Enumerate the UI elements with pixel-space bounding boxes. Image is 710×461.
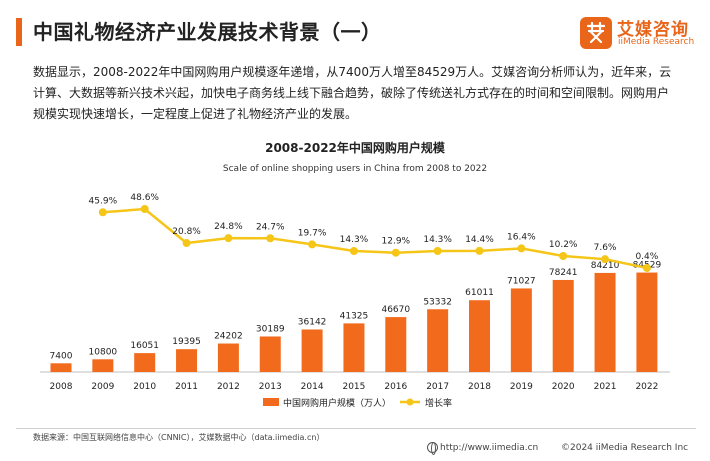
- bar-value-label-2021: 84210: [591, 261, 620, 271]
- growth-rate-point-2013: [266, 234, 275, 243]
- bar-value-label-2008: 7400: [50, 351, 73, 361]
- bar-2019: [510, 288, 532, 372]
- growth-rate-point-2022: [642, 264, 651, 272]
- x-tick-label-2015: 2015: [342, 382, 365, 392]
- growth-rate-label-2015: 14.3%: [340, 235, 369, 245]
- bar-2021: [594, 272, 616, 372]
- bar-value-label-2017: 53332: [423, 297, 452, 307]
- copyright: ©2024 iiMedia Research Inc: [561, 443, 689, 453]
- growth-rate-label-2016: 12.9%: [382, 237, 411, 247]
- growth-rate-point-2015: [349, 246, 358, 255]
- legend-marker-rate: [406, 398, 414, 406]
- bar-2022: [636, 272, 658, 372]
- growth-rate-point-2012: [224, 234, 233, 243]
- bar-value-label-2018: 61011: [465, 288, 494, 298]
- page-title: 中国礼物经济产业发展技术背景（一）: [33, 20, 382, 44]
- x-tick-label-2011: 2011: [175, 382, 198, 392]
- bar-2020: [552, 279, 574, 372]
- legend-label-users: 中国网购用户规模（万人）: [283, 397, 391, 409]
- bar-value-label-2019: 71027: [507, 276, 536, 286]
- logo-text-cn: 艾媒咨询: [617, 20, 689, 40]
- iimedia-logo: 艾媒咨询 iiMedia Research: [580, 15, 700, 55]
- bar-value-label-2010: 16051: [130, 341, 159, 351]
- growth-rate-point-2019: [517, 244, 526, 253]
- logo-mark-icon: [580, 17, 612, 49]
- growth-rate-label-2009: 45.9%: [89, 196, 118, 206]
- growth-rate-point-2014: [308, 240, 317, 249]
- bar-2017: [427, 309, 449, 372]
- growth-rate-label-2011: 20.8%: [172, 227, 201, 237]
- x-tick-label-2014: 2014: [301, 382, 324, 392]
- growth-rate-point-2021: [601, 255, 610, 264]
- website-link[interactable]: http://www.iimedia.cn: [440, 443, 539, 453]
- growth-rate-point-2010: [140, 205, 149, 213]
- globe-icon: [427, 442, 438, 455]
- bar-value-label-2020: 78241: [549, 268, 578, 278]
- x-tick-label-2020: 2020: [552, 382, 575, 392]
- x-tick-label-2012: 2012: [217, 382, 240, 392]
- x-tick-label-2019: 2019: [510, 382, 533, 392]
- bar-value-label-2012: 24202: [214, 332, 243, 342]
- growth-rate-label-2013: 24.7%: [256, 222, 285, 232]
- bar-2015: [343, 323, 365, 372]
- growth-rate-point-2020: [559, 252, 568, 261]
- bar-2011: [176, 349, 198, 372]
- bar-2014: [301, 329, 323, 372]
- x-tick-label-2017: 2017: [426, 382, 449, 392]
- bar-value-label-2016: 46670: [381, 305, 410, 315]
- growth-rate-label-2017: 14.3%: [423, 235, 452, 245]
- growth-rate-point-2009: [98, 208, 107, 217]
- data-source: 数据来源：中国互联网络信息中心（CNNIC），艾媒数据中心（data.iimed…: [33, 433, 325, 442]
- bar-value-label-2015: 41325: [340, 311, 369, 321]
- chart-subtitle: Scale of online shopping users in China …: [223, 164, 487, 174]
- bar-value-label-2011: 19395: [172, 337, 201, 347]
- x-tick-label-2009: 2009: [91, 382, 114, 392]
- bar-value-label-2014: 36142: [298, 317, 327, 327]
- bar-2018: [469, 300, 490, 372]
- legend-swatch-users: [263, 398, 279, 406]
- x-tick-label-2018: 2018: [468, 382, 491, 392]
- bar-2013: [259, 336, 281, 372]
- x-tick-label-2021: 2021: [594, 382, 617, 392]
- x-tick-label-2010: 2010: [133, 382, 156, 392]
- legend-label-rate: 增长率: [425, 397, 452, 409]
- x-tick-label-2016: 2016: [384, 382, 407, 392]
- growth-rate-point-2017: [433, 246, 442, 255]
- bar-2016: [385, 317, 407, 372]
- growth-rate-label-2019: 16.4%: [507, 232, 536, 242]
- bar-2010: [134, 353, 156, 372]
- growth-rate-point-2011: [182, 239, 191, 248]
- description-text: 数据显示，2008-2022年中国网购用户规模逐年递增，从7400万人增至845…: [33, 65, 672, 121]
- bar-2009: [92, 359, 114, 372]
- logo-text-en: iiMedia Research: [618, 37, 695, 47]
- growth-rate-label-2012: 24.8%: [214, 222, 243, 232]
- growth-rate-label-2014: 19.7%: [298, 228, 327, 238]
- title-accent-bar: [16, 18, 22, 46]
- bar-2012: [217, 343, 239, 372]
- bar-value-label-2013: 30189: [256, 324, 285, 334]
- bar-value-label-2009: 10800: [89, 347, 118, 357]
- growth-rate-point-2016: [391, 248, 400, 257]
- x-tick-label-2022: 2022: [635, 382, 658, 392]
- chart-title: 2008-2022年中国网购用户规模: [265, 140, 446, 155]
- growth-rate-label-2022: 0.4%: [635, 252, 658, 262]
- footer-divider: [16, 428, 696, 429]
- bar-2008: [50, 363, 72, 372]
- online-shopping-users-chart: 2008-2022年中国网购用户规模 Scale of online shoppi…: [40, 140, 670, 409]
- growth-rate-label-2018: 14.4%: [465, 235, 494, 245]
- growth-rate-label-2010: 48.6%: [130, 193, 159, 203]
- growth-rate-label-2020: 10.2%: [549, 240, 578, 250]
- growth-rate-point-2018: [475, 246, 484, 255]
- x-tick-label-2013: 2013: [259, 382, 282, 392]
- growth-rate-line: [102, 207, 648, 270]
- x-tick-label-2008: 2008: [50, 382, 73, 392]
- growth-rate-label-2021: 7.6%: [594, 243, 617, 253]
